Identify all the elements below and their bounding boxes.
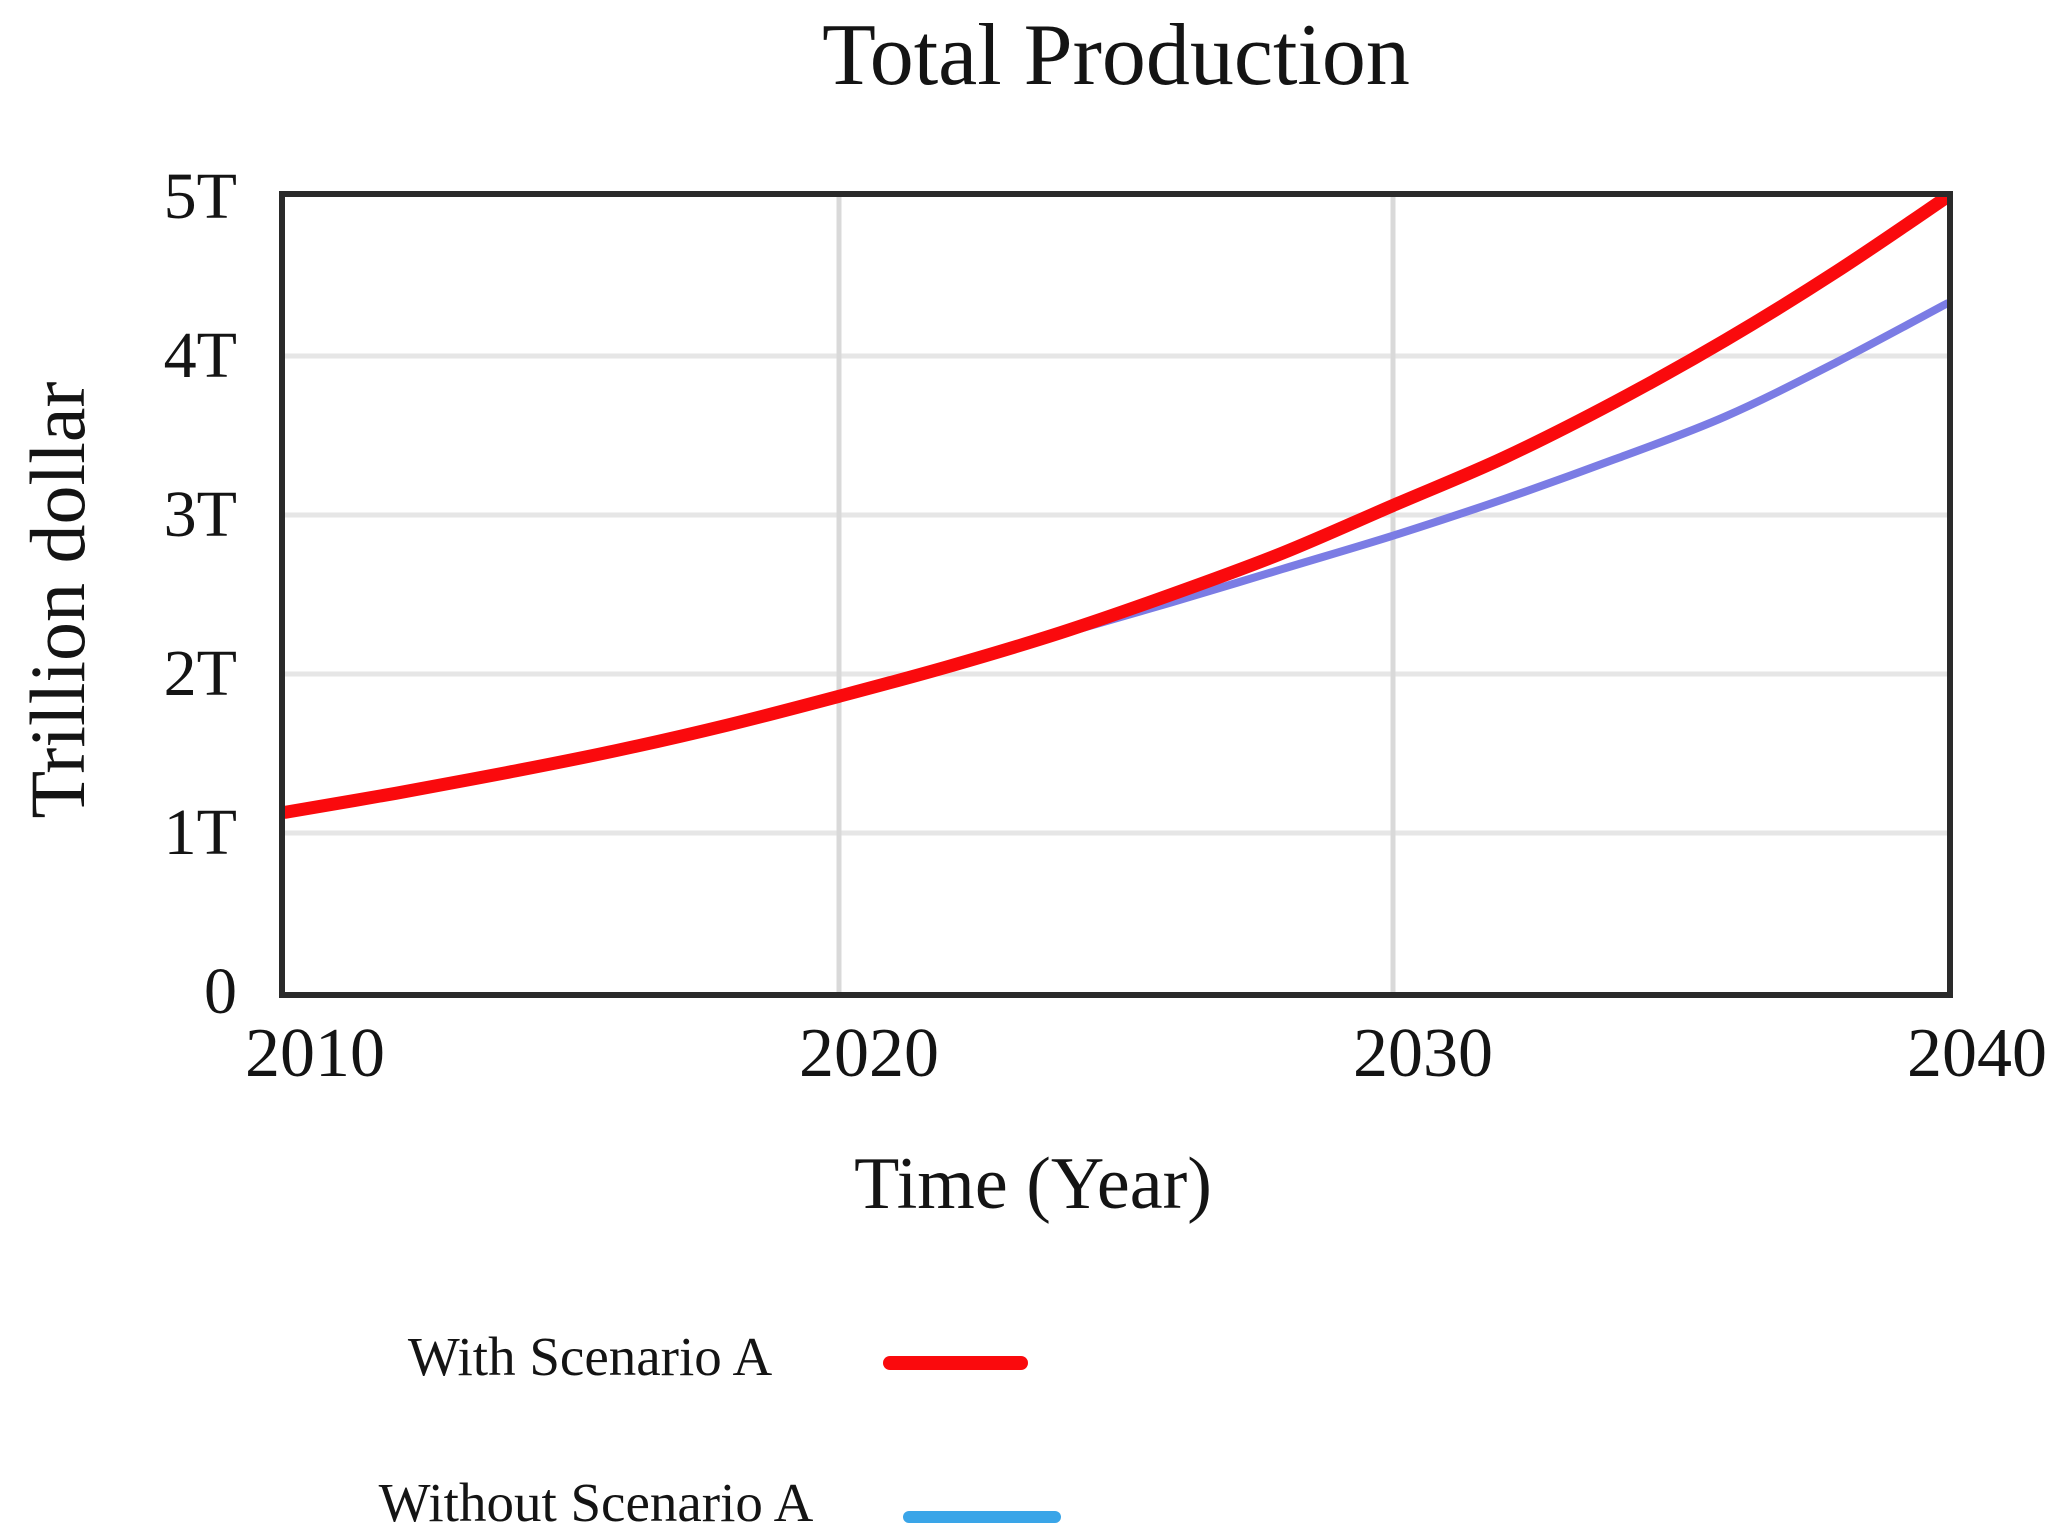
x-tick-label-2040: 2040 [1907, 1015, 2047, 1092]
legend-label-without-scenario-a: Without Scenario A [378, 1472, 814, 1533]
x-tick-label-2020: 2020 [799, 1015, 939, 1092]
y-tick-label-1T: 1T [163, 796, 237, 869]
chart-title: Total Production [822, 7, 1410, 104]
series-line-without-scenario-a [285, 299, 1947, 817]
y-tick-label-4T: 4T [163, 319, 237, 392]
y-tick-label-3T: 3T [163, 478, 237, 551]
legend-label-with-scenario-a: With Scenario A [407, 1326, 773, 1387]
y-tick-label-2T: 2T [163, 637, 237, 710]
x-tick-label-2010: 2010 [245, 1015, 385, 1092]
legend-swatch-without-scenario-a [903, 1511, 1061, 1523]
legend-swatch-with-scenario-a [883, 1356, 1028, 1370]
y-tick-label-5T: 5T [163, 160, 237, 233]
y-axis-title: Trillion dollar [14, 381, 101, 819]
y-tick-label-0: 0 [204, 955, 237, 1028]
x-tick-label-2030: 2030 [1353, 1015, 1493, 1092]
chart-canvas [285, 197, 1947, 992]
x-axis-title: Time (Year) [854, 1143, 1212, 1225]
series-line-with-scenario-a [285, 197, 1947, 819]
plot-area [279, 191, 1953, 998]
